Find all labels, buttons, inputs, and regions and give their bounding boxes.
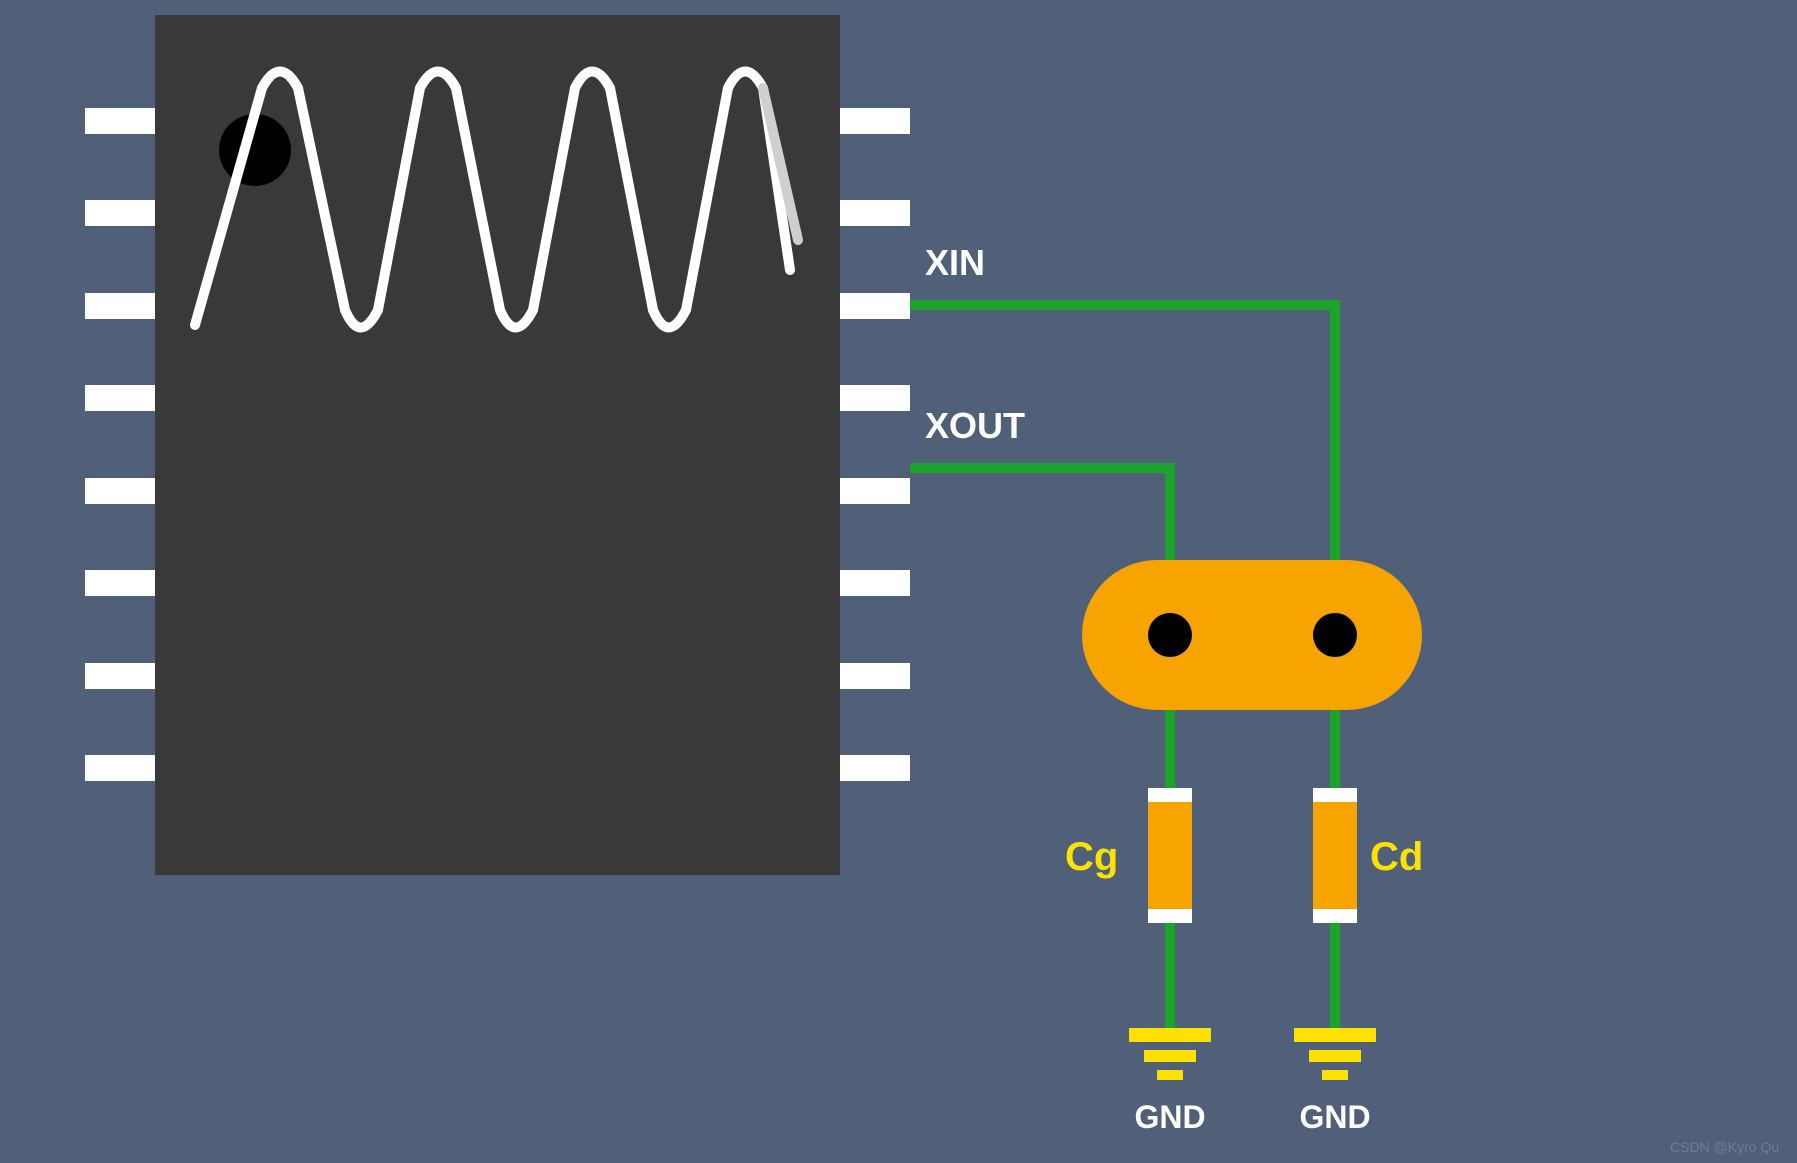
ic-pin-left [85, 385, 155, 411]
label-cd: Cd [1370, 835, 1423, 879]
ic-pin-right [840, 478, 910, 504]
ic-pin-left [85, 755, 155, 781]
capacitor-cd-body [1313, 802, 1357, 909]
ic-pin-right [840, 200, 910, 226]
capacitor-cg-body [1148, 802, 1192, 909]
ic-pin-right [840, 385, 910, 411]
ground-1-bar1 [1129, 1028, 1211, 1042]
label-xout: XOUT [925, 405, 1025, 446]
label-cg: Cg [1065, 835, 1118, 879]
label-xin: XIN [925, 242, 985, 283]
ground-2-bar3 [1322, 1070, 1348, 1080]
crystal-pad-2 [1313, 613, 1357, 657]
ic-pin-right [840, 755, 910, 781]
ground-1-bar3 [1157, 1070, 1183, 1080]
crystal-pad-1 [1148, 613, 1192, 657]
ground-1-bar2 [1144, 1050, 1196, 1062]
ground-2-label: GND [1299, 1099, 1370, 1135]
ic-pin-left [85, 570, 155, 596]
ground-2-bar1 [1294, 1028, 1376, 1042]
crystal-oscillator [1082, 560, 1422, 710]
ground-1-label: GND [1134, 1099, 1205, 1135]
ic-pin-left [85, 108, 155, 134]
ic-pin-right [840, 293, 910, 319]
ic-pin-left [85, 293, 155, 319]
ic-pin-right [840, 108, 910, 134]
ic-pin-left [85, 200, 155, 226]
ic-pin-right [840, 663, 910, 689]
ic-pin-left [85, 478, 155, 504]
ic-pin-left [85, 663, 155, 689]
ground-2-bar2 [1309, 1050, 1361, 1062]
ic-pin-right [840, 570, 910, 596]
watermark: CSDN @Kyro Qu [1670, 1139, 1779, 1155]
